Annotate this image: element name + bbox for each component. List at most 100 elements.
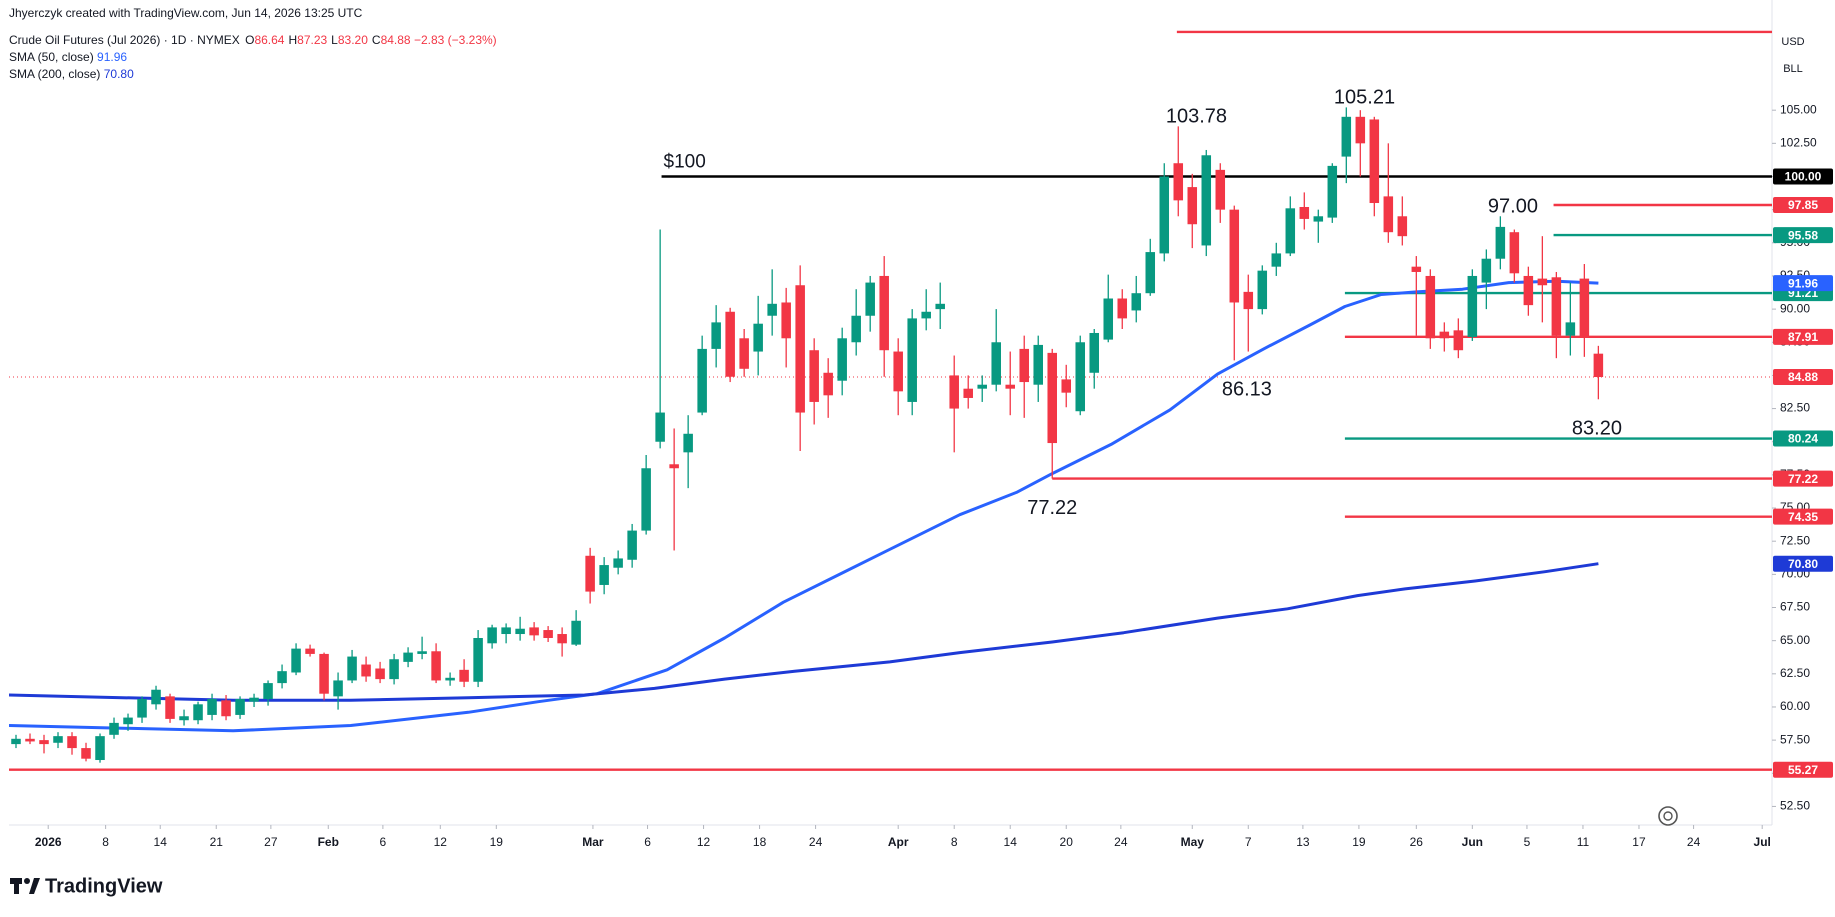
- price-badge: [1773, 761, 1833, 778]
- price-badge: [1773, 555, 1833, 572]
- candle-body: [991, 342, 1001, 385]
- attribution: Jhyerczyk created with TradingView.com, …: [9, 6, 363, 20]
- x-tick-label: 7: [1245, 835, 1252, 849]
- x-tick-label: 18: [753, 835, 767, 849]
- candle-body: [529, 627, 539, 636]
- candle-body: [543, 630, 553, 639]
- candle-body: [431, 651, 441, 681]
- candle-body: [963, 388, 973, 398]
- ohlc-key: H: [288, 33, 298, 47]
- x-tick-label: Jun: [1462, 835, 1483, 849]
- candle-body: [1271, 253, 1282, 267]
- sma-legend-50[interactable]: SMA (50, close) 91.96: [9, 50, 127, 64]
- candle-body: [1397, 216, 1408, 237]
- y-tick-label: 82.50: [1780, 401, 1810, 415]
- x-tick-label: 11: [1577, 835, 1590, 849]
- candle-body: [977, 384, 987, 389]
- candle-body: [319, 653, 329, 694]
- x-tick-label: 24: [1114, 835, 1128, 849]
- y-tick-label: 90.00: [1780, 301, 1810, 315]
- y-tick-label: 57.50: [1780, 732, 1810, 746]
- candle-body: [81, 748, 91, 759]
- candle-body: [1145, 252, 1156, 294]
- price-annotation: 86.13: [1222, 379, 1272, 401]
- ohlc-key: O: [245, 33, 255, 47]
- x-tick-label: 8: [102, 835, 109, 849]
- price-badge-label: 84.88: [1788, 370, 1818, 384]
- x-tick-label: 26: [1410, 835, 1424, 849]
- x-tick-label: 24: [1687, 835, 1701, 849]
- sma-name: SMA (50, close): [9, 50, 94, 64]
- candle-body: [1075, 342, 1086, 412]
- candle-body: [1131, 293, 1142, 311]
- candle-body: [1481, 258, 1492, 283]
- candle-body: [417, 651, 427, 654]
- candle-body: [1509, 232, 1520, 274]
- y-tick-label: 52.50: [1780, 799, 1810, 813]
- candle-body: [1369, 119, 1380, 204]
- candle-body: [1383, 196, 1394, 233]
- candle-body: [515, 628, 525, 635]
- candle-body: [935, 303, 945, 310]
- candle-body: [781, 302, 791, 339]
- settings-icon[interactable]: [1658, 806, 1678, 826]
- candle-body: [627, 530, 637, 560]
- ohlc-key: L: [331, 33, 338, 47]
- candle-body: [837, 338, 847, 381]
- candle-body: [1355, 116, 1366, 144]
- x-tick-label: Feb: [318, 835, 339, 849]
- x-tick-label: Apr: [888, 835, 909, 849]
- candle-body: [823, 372, 833, 396]
- candle-body: [263, 683, 273, 700]
- price-badge: [1773, 430, 1833, 447]
- candle-body: [1313, 216, 1324, 222]
- ohlc-value: 86.64: [254, 33, 285, 47]
- plot-area: [9, 30, 1772, 771]
- price-badge: [1773, 508, 1833, 525]
- candle-body: [1047, 352, 1057, 444]
- candle-body: [305, 648, 315, 654]
- logo-dot: [24, 878, 30, 884]
- brand-logo[interactable]: TradingView: [10, 875, 163, 897]
- currency-label[interactable]: USD: [1781, 36, 1804, 48]
- x-tick-label: 21: [210, 835, 224, 849]
- candle-body: [1579, 278, 1590, 337]
- candle-body: [1439, 331, 1450, 339]
- candle-body: [501, 627, 511, 635]
- candle-body: [893, 351, 903, 392]
- candle-body: [389, 659, 399, 680]
- candle-body: [445, 677, 455, 681]
- y-tick-label: 65.00: [1780, 633, 1810, 647]
- candle-body: [921, 311, 931, 319]
- candle-body: [669, 464, 679, 469]
- candle-body: [25, 738, 35, 742]
- symbol-line: Crude Oil Futures (Jul 2026) · 1D · NYME…: [9, 33, 497, 47]
- y-tick-label: 105.00: [1780, 102, 1817, 116]
- candle-body: [1117, 298, 1128, 319]
- x-tick-label: 12: [697, 835, 711, 849]
- axes: 52.5055.0057.5060.0062.5065.0067.5070.00…: [35, 87, 1833, 849]
- x-tick-label: 12: [434, 835, 448, 849]
- candle-body: [557, 634, 567, 644]
- candle-body: [11, 738, 21, 745]
- candle-body: [1565, 322, 1576, 336]
- candle-body: [193, 704, 203, 721]
- price-badge: [1773, 168, 1833, 185]
- ohlc-key: C: [371, 33, 381, 47]
- sma-value: 91.96: [97, 50, 128, 64]
- price-badge-label: 97.85: [1788, 198, 1818, 212]
- unit-label[interactable]: BLL: [1783, 63, 1803, 75]
- sma-legend-200[interactable]: SMA (200, close) 70.80: [9, 67, 134, 81]
- candle-body: [851, 315, 861, 343]
- x-tick-label: Mar: [582, 835, 604, 849]
- ohlc-value: 83.20: [337, 33, 368, 47]
- brand-name: TradingView: [45, 875, 163, 897]
- price-badge-label: 95.58: [1788, 228, 1818, 242]
- candle-body: [459, 669, 469, 682]
- candle-body: [1173, 163, 1184, 201]
- candle-body: [249, 697, 259, 702]
- ohlc: O86.64 H87.23 L83.20 C84.88: [243, 33, 411, 47]
- candle-body: [753, 323, 763, 352]
- candle-body: [1243, 291, 1254, 310]
